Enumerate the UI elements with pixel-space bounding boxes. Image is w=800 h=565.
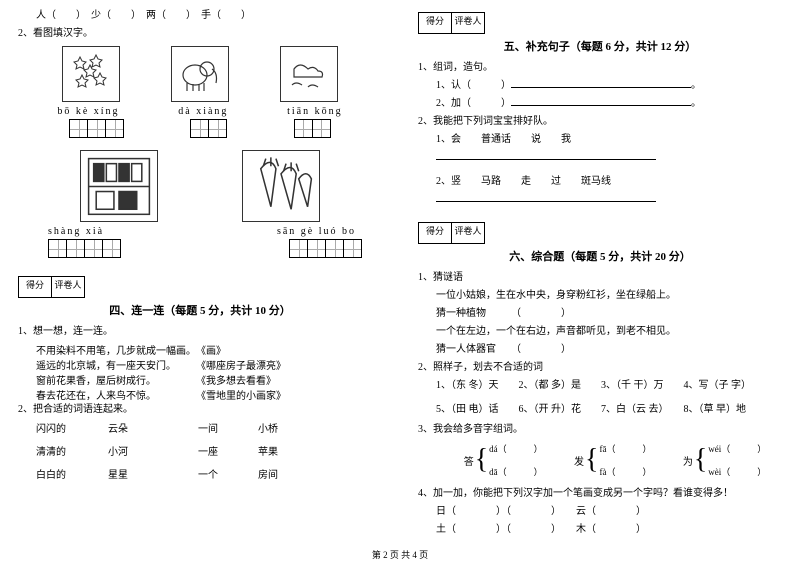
char-grid <box>294 119 331 138</box>
char-grid <box>69 119 124 138</box>
pinyin-1: bō kè xíng <box>57 106 119 117</box>
score-label: 得分 <box>418 12 452 34</box>
grid-row-2 <box>18 237 382 258</box>
match-row: 窗前花果香，屋后树成行。《我多想去看看》 <box>18 372 382 387</box>
score-box-6: 得分 评卷人 <box>418 222 782 244</box>
s6-4a: 日（ ）（ ） 云（ ） <box>418 504 782 520</box>
section5-title: 五、补充句子（每题 6 分，共计 12 分） <box>418 38 782 54</box>
blank <box>511 96 691 106</box>
s5-1a: 1、认（ ）。 <box>418 78 782 94</box>
riddle1: 一位小姑娘，生在水中央，身穿粉红衫，坐在绿船上。 <box>418 288 782 304</box>
s6-2: 2、照样子，划去不合适的词 <box>418 360 782 376</box>
pic-shelf <box>80 150 158 222</box>
riddle2-ans: 猜一人体器官 （ ） <box>418 342 782 358</box>
pic-stars <box>62 46 120 102</box>
poly-char: 发 <box>574 453 584 468</box>
grader-label: 评卷人 <box>51 276 85 298</box>
match-row: 遥远的北京城，有一座天安门。《哪座房子最漂亮》 <box>18 357 382 372</box>
q-top-line: 人（ ） 少（ ） 两（ ） 手（ ） <box>18 8 382 24</box>
s5-2: 2、我能把下列词宝宝排好队。 <box>418 114 782 130</box>
brace-icon: { <box>694 454 707 465</box>
poly-reading: fà（ ） <box>599 465 651 478</box>
right-column: 得分 评卷人 五、补充句子（每题 6 分，共计 12 分） 1、组词，造句。 1… <box>400 0 800 565</box>
s4-2-title: 2、把合适的词语连起来。 <box>18 402 382 418</box>
match-row: 不用染料不用笔，几步就成一幅画。《画》 <box>18 342 382 357</box>
picture-row-2 <box>18 150 382 222</box>
triple-row: 闪闪的云朵一间小桥 <box>18 420 382 435</box>
poly-reading: fā（ ） <box>599 442 651 455</box>
grader-label: 评卷人 <box>451 222 485 244</box>
s6-4b: 土（ ）（ ） 木（ ） <box>418 522 782 538</box>
grid-row-1 <box>18 119 382 138</box>
s6-1: 1、猜谜语 <box>418 270 782 286</box>
poly-char: 为 <box>683 453 693 468</box>
poly-reading: dá（ ） <box>489 442 543 455</box>
match-row: 春去花还在，人来鸟不惊。《雪地里的小画家》 <box>18 387 382 402</box>
picture-row-1 <box>18 46 382 102</box>
pinyin-row-2: shàng xià sān gè luó bo <box>18 222 382 237</box>
s5-2a: 1、会 普通话 说 我 <box>418 132 782 148</box>
pic-sky <box>280 46 338 102</box>
poly-char: 答 <box>464 453 474 468</box>
blank <box>511 78 691 88</box>
triple-row: 清清的小河一座苹果 <box>18 443 382 458</box>
poly-group: 发 { fā（ ） fà（ ） <box>574 442 651 478</box>
char-grid <box>289 239 362 258</box>
page-footer: 第 2 页 共 4 页 <box>0 548 800 561</box>
poly-reading: wèi（ ） <box>708 465 766 478</box>
riddle1-ans: 猜一种植物 （ ） <box>418 306 782 322</box>
poly-group: 为 { wéi（ ） wèi（ ） <box>683 442 766 478</box>
s5-2b: 2、竖 马路 走 过 斑马线 <box>418 174 782 190</box>
brace-icon: { <box>585 454 598 465</box>
poly-group: 答 { dá（ ） dā（ ） <box>464 442 543 478</box>
s6-3: 3、我会给多音字组词。 <box>418 422 782 438</box>
pic-elephant <box>171 46 229 102</box>
left-column: 人（ ） 少（ ） 两（ ） 手（ ） 2、看图填汉字。 <box>0 0 400 565</box>
s6-2-line1: 1、（东 冬）天 2、（都 多）是 3、（千 干）万 4、写（子 字） <box>418 378 782 394</box>
pinyin-row-1: bō kè xíng dà xiàng tiān kōng <box>18 106 382 117</box>
score-label: 得分 <box>418 222 452 244</box>
blank-line <box>418 192 782 208</box>
triple-row: 白白的星星一个房间 <box>18 466 382 481</box>
score-label: 得分 <box>18 276 52 298</box>
pinyin-shangxia: shàng xià <box>48 226 104 237</box>
pic-carrots <box>242 150 320 222</box>
char-grid <box>190 119 227 138</box>
grader-label: 评卷人 <box>451 12 485 34</box>
riddle2: 一个在左边，一个在右边，声音都听见，到老不相见。 <box>418 324 782 340</box>
char-grid <box>48 239 121 258</box>
pinyin-3: tiān kōng <box>287 106 343 117</box>
pinyin-luobo: sān gè luó bo <box>277 226 356 237</box>
polyphone-row: 答 { dá（ ） dā（ ） 发 { fā（ ） fà（ ） 为 { wéi（… <box>448 442 782 478</box>
s6-2-line2: 5、（田 电）话 6、（开 升）花 7、白（云 去） 8、（草 早）地 <box>418 402 782 418</box>
section4-title: 四、连一连（每题 5 分，共计 10 分） <box>18 302 382 318</box>
brace-icon: { <box>475 454 488 465</box>
section6-title: 六、综合题（每题 5 分，共计 20 分） <box>418 248 782 264</box>
poly-reading: wéi（ ） <box>708 442 766 455</box>
s5-1b: 2、加（ ）。 <box>418 96 782 112</box>
q2-title: 2、看图填汉字。 <box>18 26 382 42</box>
s5-1: 1、组词，造句。 <box>418 60 782 76</box>
s4-1-title: 1、想一想，连一连。 <box>18 324 382 340</box>
blank-line <box>418 150 782 166</box>
score-box-5: 得分 评卷人 <box>418 12 782 34</box>
pinyin-2: dà xiàng <box>178 106 228 117</box>
score-box-4: 得分 评卷人 <box>18 276 382 298</box>
s6-4: 4、加一加，你能把下列汉字加一个笔画变成另一个字吗？看谁变得多！ <box>418 486 782 502</box>
poly-reading: dā（ ） <box>489 465 543 478</box>
